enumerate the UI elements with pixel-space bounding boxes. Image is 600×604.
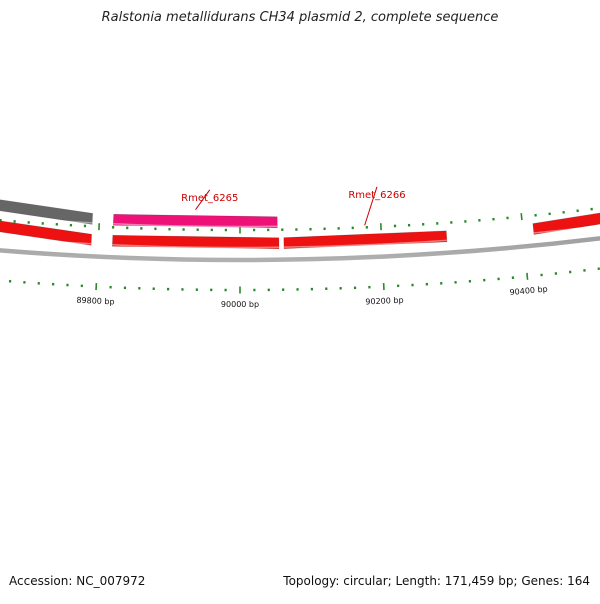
map-title: Ralstonia metallidurans CH34 plasmid 2, … (0, 10, 600, 25)
feature-block-body[interactable] (0, 131, 93, 225)
sequence-summary: Topology: circular; Length: 171,459 bp; … (283, 574, 590, 588)
ruler-label: 90400 bp (509, 284, 548, 297)
ruler-label: 90000 bp (221, 300, 259, 309)
gene-label[interactable]: Rmet_6265 (181, 193, 238, 204)
ruler-label: 89800 bp (76, 296, 115, 307)
feature-block[interactable] (0, 131, 93, 225)
gene-feature[interactable] (0, 151, 92, 245)
gene-feature-body[interactable] (533, 170, 600, 235)
gene-feature[interactable] (533, 170, 600, 235)
feature-block[interactable] (112, 235, 279, 248)
inner-ruler-tick (521, 213, 522, 220)
gene-label[interactable]: Rmet_6266 (348, 190, 405, 201)
accession-label: Accession: NC_007972 (9, 574, 145, 588)
ruler-label: 90200 bp (365, 296, 404, 307)
gene-feature-body[interactable] (0, 151, 92, 245)
gene-feature[interactable] (284, 231, 447, 249)
outer-ruler-tick (527, 273, 528, 280)
gene-feature[interactable] (113, 214, 277, 227)
